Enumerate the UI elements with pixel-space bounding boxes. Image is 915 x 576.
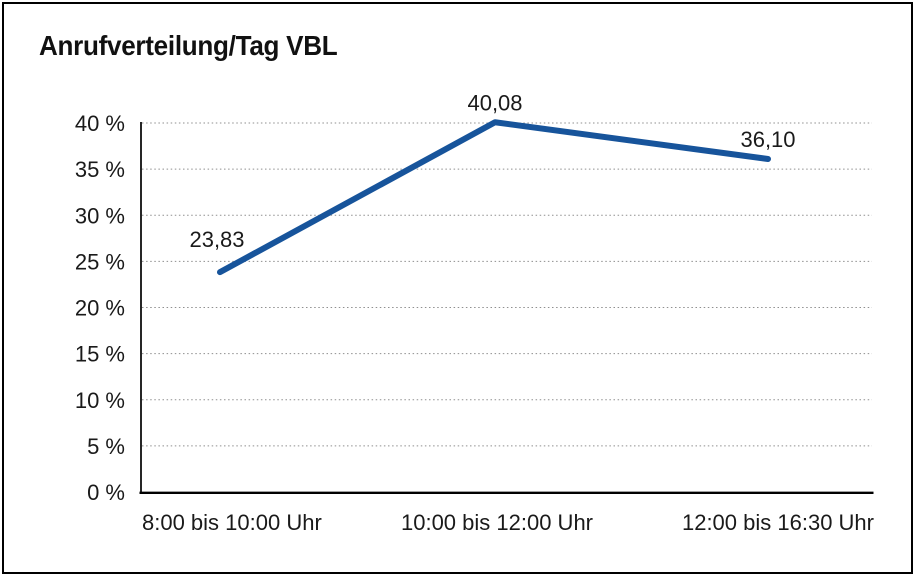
- series-line: [217, 119, 771, 276]
- y-tick-label: 20 %: [75, 296, 125, 321]
- x-category-label: 10:00 bis 12:00 Uhr: [401, 510, 593, 535]
- y-tick-label: 40 %: [75, 111, 125, 136]
- y-tick-label: 10 %: [75, 388, 125, 413]
- x-category-label: 12:00 bis 16:30 Uhr: [682, 510, 874, 535]
- y-tick-label: 15 %: [75, 342, 125, 367]
- data-point-label: 40,08: [467, 90, 522, 115]
- x-category-label: 8:00 bis 10:00 Uhr: [142, 510, 322, 535]
- data-point-label: 23,83: [189, 227, 244, 252]
- y-tick-label: 25 %: [75, 249, 125, 274]
- data-point-label: 36,10: [740, 127, 795, 152]
- chart-title: Anrufverteilung/Tag VBL: [39, 30, 338, 61]
- y-tick-label: 0 %: [87, 480, 125, 505]
- y-tick-label: 30 %: [75, 203, 125, 228]
- y-tick-label: 35 %: [75, 157, 125, 182]
- y-tick-label: 5 %: [87, 434, 125, 459]
